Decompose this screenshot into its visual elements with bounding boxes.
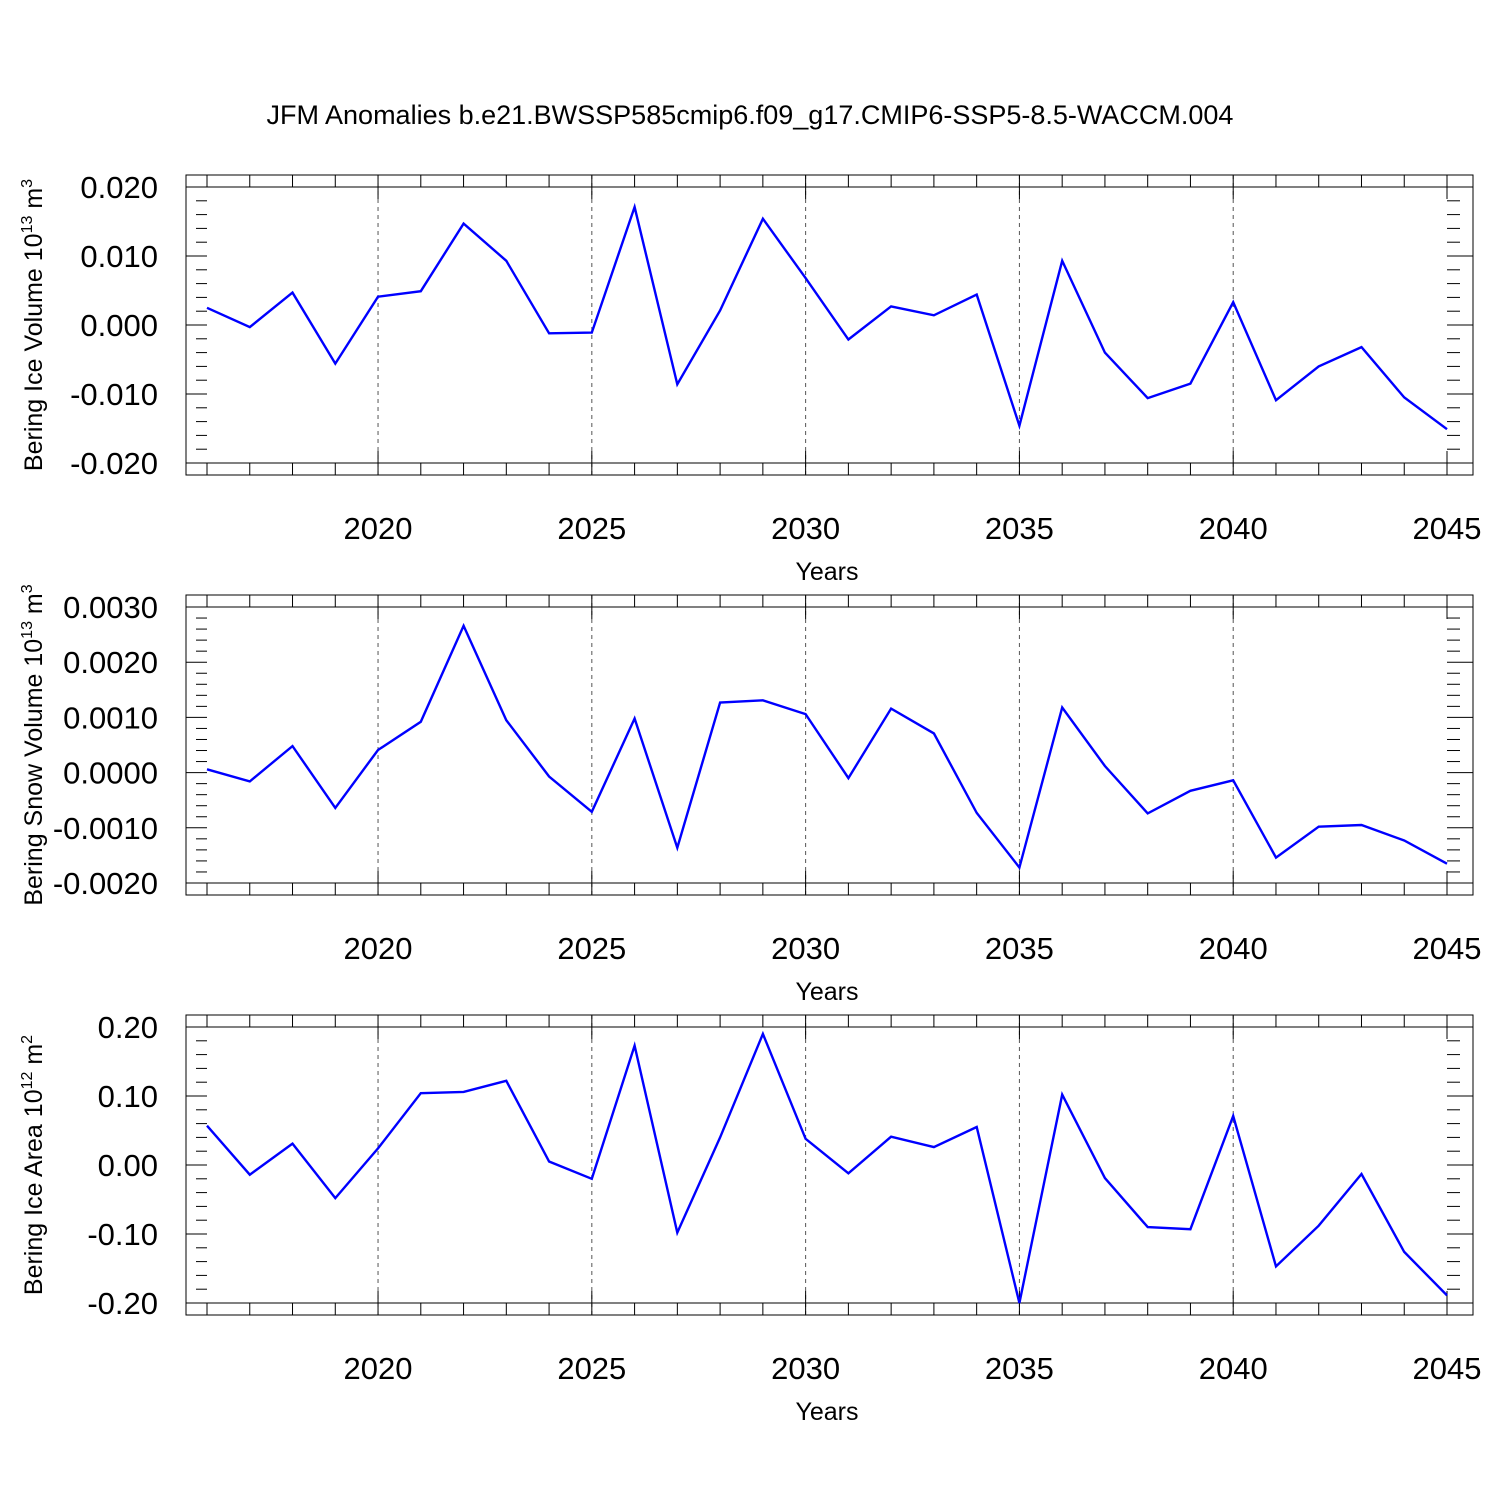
y-axis-label-text: Bering Ice Volume 10 (20, 233, 48, 471)
plot-frame (185, 174, 1474, 476)
y-axis-label-text: m (20, 188, 48, 216)
x-tick-label: 2020 (344, 1351, 413, 1386)
x-tick-label: 2030 (771, 1351, 840, 1386)
y-tick-label: 0.0020 (63, 645, 158, 680)
y-tick-label: 0.000 (80, 308, 158, 343)
x-axis-label: Years (795, 978, 858, 1006)
y-tick-label: 0.10 (98, 1079, 158, 1114)
x-tick-label: 2035 (985, 511, 1054, 546)
y-axis-label-superscript: 12 (19, 1071, 36, 1089)
y-tick-label: 0.00 (98, 1148, 158, 1183)
x-tick-label: 2040 (1199, 511, 1268, 546)
y-axis-label: Bering Snow Volume 1013 m3 (19, 584, 48, 905)
y-axis-label-text: m (20, 1044, 48, 1072)
plot-frame (185, 594, 1474, 896)
plot-frame (185, 1014, 1474, 1316)
x-tick-label: 2035 (985, 1351, 1054, 1386)
y-tick-label: 0.0010 (63, 700, 158, 735)
y-axis-label: Bering Ice Area 1012 m2 (19, 1035, 48, 1295)
x-tick-label: 2020 (344, 511, 413, 546)
x-tick-label: 2025 (557, 1351, 626, 1386)
x-axis-label: Years (795, 1398, 858, 1426)
x-tick-label: 2045 (1413, 931, 1482, 966)
y-tick-label: -0.020 (70, 446, 158, 481)
y-axis-label-text: m (20, 593, 48, 621)
x-tick-label: 2045 (1413, 511, 1482, 546)
series-line (206, 1030, 1448, 1304)
y-tick-label: 0.20 (98, 1010, 158, 1045)
x-tick-label: 2040 (1199, 1351, 1268, 1386)
x-tick-label: 2045 (1413, 1351, 1482, 1386)
y-tick-label: -0.0020 (53, 866, 158, 901)
y-tick-label: -0.010 (70, 377, 158, 412)
y-axis-label-superscript: 3 (19, 584, 36, 593)
y-axis-label-superscript: 13 (19, 216, 36, 234)
y-tick-label: 0.020 (80, 170, 158, 205)
panel-3: 0.20 0.10 0.00 -0.10 -0.20 2020 2025 2030 2035 20… (19, 1010, 1481, 1426)
x-tick-label: 2040 (1199, 931, 1268, 966)
panels: 0.020 0.010 0.000 -0.010 -0.020 2020 2025 2030 2… (19, 170, 1481, 1426)
y-tick-label: -0.20 (87, 1286, 158, 1321)
y-axis-label-superscript: 3 (19, 179, 36, 188)
y-tick-label: -0.0010 (53, 811, 158, 846)
y-axis-label-superscript: 2 (19, 1035, 36, 1044)
series-line (206, 202, 1448, 431)
x-tick-label: 2020 (344, 931, 413, 966)
y-tick-label: 0.0030 (63, 590, 158, 625)
series-line (206, 622, 1448, 871)
x-tick-label: 2030 (771, 511, 840, 546)
y-axis-label-text: Bering Snow Volume 10 (20, 639, 48, 906)
x-axis-label: Years (795, 558, 858, 586)
figure-title: JFM Anomalies b.e21.BWSSP585cmip6.f09_g1… (267, 100, 1234, 130)
x-tick-label: 2035 (985, 931, 1054, 966)
y-tick-label: 0.010 (80, 239, 158, 274)
y-axis-label: Bering Ice Volume 1013 m3 (19, 179, 48, 471)
x-tick-label: 2030 (771, 931, 840, 966)
x-tick-label: 2025 (557, 931, 626, 966)
y-axis-label-superscript: 13 (19, 621, 36, 639)
panel-2: 0.0030 0.0020 0.0010 0.0000 -0.0010 -0.0020 20… (19, 584, 1481, 1006)
x-tick-label: 2025 (557, 511, 626, 546)
y-tick-label: 0.0000 (63, 756, 158, 791)
panel-1: 0.020 0.010 0.000 -0.010 -0.020 2020 2025 2030 2… (19, 170, 1481, 586)
y-axis-label-text: Bering Ice Area 10 (20, 1089, 48, 1295)
y-tick-label: -0.10 (87, 1217, 158, 1252)
